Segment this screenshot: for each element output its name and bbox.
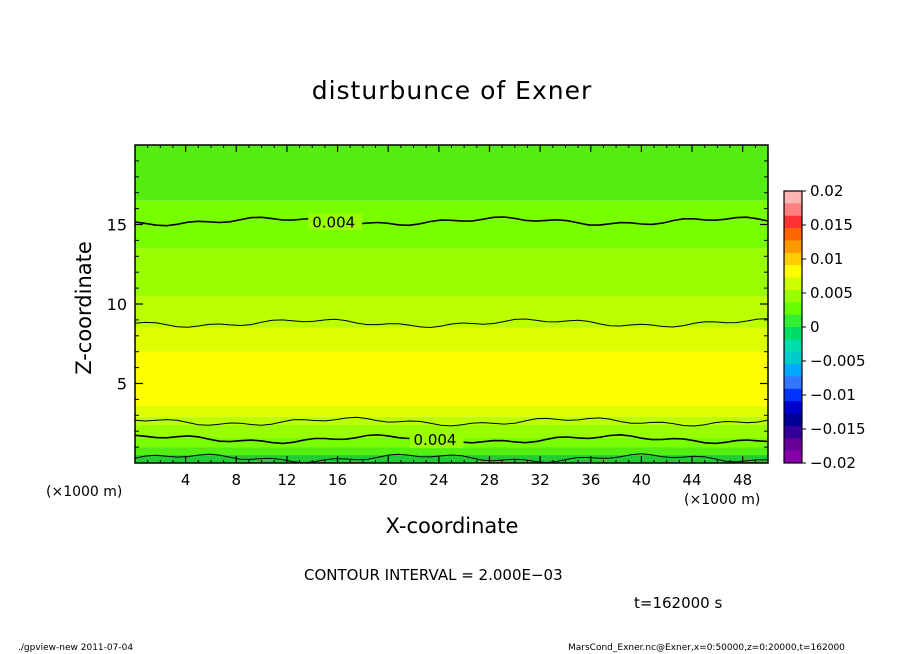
x-tick-label-28: 28 [480, 471, 499, 489]
contour-line-2 [134, 416, 769, 427]
footer-left: ./gpview-new 2011-07-04 [18, 643, 134, 653]
colorbar-cell-15 [784, 376, 802, 390]
colorbar-cell-18 [784, 413, 802, 427]
y-tick-label-5: 5 [117, 375, 127, 394]
y-axis-unit: (×1000 m) [46, 484, 123, 500]
contour-band-6 [135, 351, 768, 406]
colorbar-label-8: −0.02 [810, 454, 856, 472]
x-tick-label-8: 8 [232, 471, 242, 489]
contour-label-1: 0.004 [414, 431, 457, 449]
colorbar-cell-3 [784, 228, 802, 241]
y-tick-label-10: 10 [107, 295, 127, 314]
x-axis-label: X-coordinate [385, 514, 519, 538]
y-tick-label-15: 15 [107, 216, 127, 235]
contour-band-1 [135, 447, 768, 456]
colorbar-cell-16 [784, 388, 802, 402]
x-tick-label-24: 24 [429, 471, 448, 489]
colorbar-cell-17 [784, 401, 802, 415]
x-axis-unit: (×1000 m) [684, 492, 761, 508]
colorbar-cell-21 [784, 450, 802, 464]
x-tick-label-48: 48 [733, 471, 752, 489]
contour-label-4: 0.004 [312, 213, 355, 231]
contour-band-0 [135, 455, 768, 463]
contour-line-0 [134, 453, 768, 464]
time-label: t=162000 s [634, 594, 723, 612]
colorbar-label-3: 0.005 [810, 284, 853, 302]
x-tick-label-16: 16 [328, 471, 347, 489]
x-tick-label-4: 4 [181, 471, 191, 489]
contour-line-3 [134, 318, 769, 329]
colorbar-label-4: 0 [810, 318, 820, 336]
contour-interval: CONTOUR INTERVAL = 2.000E−03 [304, 566, 563, 584]
colorbar-cell-9 [784, 302, 802, 316]
contour-band-5 [135, 405, 768, 417]
contour-line-4 [134, 216, 769, 227]
colorbar-label-2: 0.01 [810, 250, 843, 268]
x-tick-label-20: 20 [379, 471, 398, 489]
colorbar-cell-0 [784, 191, 802, 204]
contour-band-10 [135, 200, 768, 249]
colorbar-cell-13 [784, 351, 802, 365]
colorbar-cell-19 [784, 425, 802, 439]
chart-title: disturbunce of Exner [311, 76, 593, 105]
colorbar-cell-8 [784, 289, 802, 303]
colorbar-label-0: 0.02 [810, 182, 843, 200]
colorbar-cell-5 [784, 252, 802, 266]
colorbar-label-7: −0.015 [810, 420, 866, 438]
colorbar-cell-10 [784, 314, 802, 328]
x-tick-label-12: 12 [277, 471, 296, 489]
colorbar-label-5: −0.005 [810, 352, 866, 370]
contour-band-11 [135, 145, 768, 201]
colorbar-cell-4 [784, 240, 802, 254]
colorbar-cell-1 [784, 203, 802, 217]
contour-label-bg-1 [409, 431, 464, 449]
x-tick-label-40: 40 [632, 471, 651, 489]
colorbar-cell-7 [784, 277, 802, 291]
colorbar-cell-14 [784, 364, 802, 377]
contour-band-7 [135, 327, 768, 352]
contour-band-4 [135, 416, 768, 425]
y-axis-label: Z-coordinate [72, 241, 96, 375]
colorbar-cell-6 [784, 265, 802, 279]
colorbar-cell-20 [784, 438, 802, 452]
colorbar-cell-2 [784, 215, 802, 229]
contour-band-8 [135, 296, 768, 328]
contour-band-9 [135, 248, 768, 297]
x-tick-label-44: 44 [682, 471, 701, 489]
colorbar-label-6: −0.01 [810, 386, 856, 404]
contour-label-bg-4 [308, 213, 363, 231]
colorbar-label-1: 0.015 [810, 216, 853, 234]
x-tick-label-32: 32 [531, 471, 550, 489]
colorbar-cell-12 [784, 339, 802, 353]
colorbar-cell-11 [784, 327, 802, 340]
x-tick-label-36: 36 [581, 471, 600, 489]
footer-right: MarsCond_Exner.nc@Exner,x=0:50000,z=0:20… [568, 643, 845, 653]
